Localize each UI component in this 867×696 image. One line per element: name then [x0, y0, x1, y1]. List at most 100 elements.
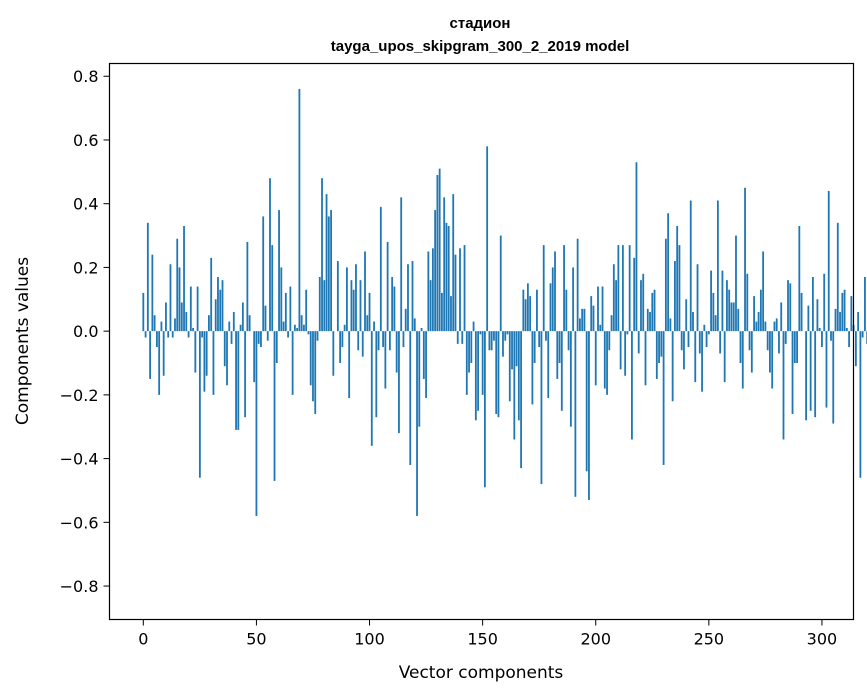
bar — [821, 331, 823, 348]
bar — [721, 270, 724, 332]
bar — [581, 308, 584, 332]
bar — [273, 331, 276, 481]
bar — [811, 276, 814, 332]
bar — [701, 331, 703, 392]
bar — [737, 308, 740, 332]
bar — [248, 315, 251, 332]
bar — [533, 331, 536, 363]
bar — [309, 331, 312, 386]
bar — [646, 308, 649, 332]
bar — [732, 302, 735, 332]
bar — [816, 299, 819, 332]
bar — [146, 222, 149, 332]
bar — [431, 248, 434, 332]
bar — [355, 264, 357, 332]
bar — [834, 308, 837, 332]
bar — [373, 321, 375, 332]
bar — [809, 331, 812, 411]
bar — [744, 187, 746, 332]
bar — [316, 331, 319, 341]
bar — [278, 210, 280, 332]
bar — [239, 324, 242, 332]
bar — [567, 331, 570, 351]
bar — [748, 331, 751, 351]
bar — [778, 331, 780, 354]
bar — [269, 178, 271, 332]
y-tick-label: 0.2 — [73, 258, 98, 277]
bar — [198, 331, 201, 478]
bar — [483, 331, 486, 488]
y-tick-label: −0.8 — [60, 577, 99, 596]
bar — [520, 331, 522, 469]
bar — [228, 321, 231, 332]
bar — [583, 308, 586, 332]
bar — [669, 318, 672, 332]
bar — [764, 321, 767, 332]
bar — [526, 283, 529, 332]
bar — [640, 280, 642, 332]
bar — [144, 331, 147, 338]
bar — [850, 296, 853, 332]
bar — [205, 331, 208, 376]
bar — [603, 331, 606, 389]
bar — [402, 331, 405, 348]
bar — [287, 331, 289, 338]
bar — [165, 302, 167, 332]
y-tick-label: 0.4 — [73, 195, 98, 214]
bar — [180, 302, 183, 332]
bar — [262, 216, 265, 332]
bar — [153, 315, 156, 332]
bar — [178, 267, 181, 332]
bar — [183, 226, 185, 332]
bar — [282, 321, 285, 332]
bar — [384, 331, 387, 389]
bar — [323, 280, 326, 332]
bar — [841, 292, 844, 332]
bar — [784, 331, 787, 344]
bar — [572, 267, 575, 332]
bar — [377, 331, 380, 351]
bar — [305, 289, 308, 332]
bar — [447, 226, 450, 332]
bar — [719, 331, 722, 354]
bar — [176, 238, 179, 332]
y-tick-label: −0.6 — [60, 513, 99, 532]
bar — [637, 331, 640, 354]
bar — [723, 331, 726, 383]
bar — [667, 213, 670, 332]
bar — [515, 331, 518, 367]
bar — [264, 305, 267, 332]
bar — [741, 331, 744, 389]
bar — [461, 331, 464, 344]
bar — [653, 289, 656, 332]
bar — [185, 312, 188, 332]
bar — [771, 331, 774, 389]
bar — [411, 261, 414, 332]
bar — [513, 331, 516, 440]
bar — [241, 302, 244, 332]
bar — [545, 331, 547, 341]
bar — [674, 261, 676, 332]
bar — [474, 331, 477, 421]
bar — [735, 235, 737, 332]
bar — [296, 327, 299, 332]
y-tick-label: 0.8 — [73, 67, 98, 86]
y-tick-label: −0.2 — [60, 386, 99, 405]
bar — [703, 324, 706, 332]
bar — [726, 280, 728, 332]
bar — [843, 289, 846, 332]
bar — [836, 222, 839, 332]
bar — [508, 331, 511, 402]
bar — [610, 315, 613, 332]
bar — [549, 283, 552, 332]
bar — [554, 251, 556, 332]
bar — [628, 245, 631, 332]
bar — [452, 194, 455, 332]
bar — [343, 324, 346, 332]
bar — [511, 331, 513, 370]
bar — [759, 289, 762, 332]
bar — [730, 302, 733, 332]
y-axis-ticks: −0.8 −0.6 −0.4 −0.2 0.0 0.2 0.4 0.6 0.8 — [60, 67, 110, 596]
